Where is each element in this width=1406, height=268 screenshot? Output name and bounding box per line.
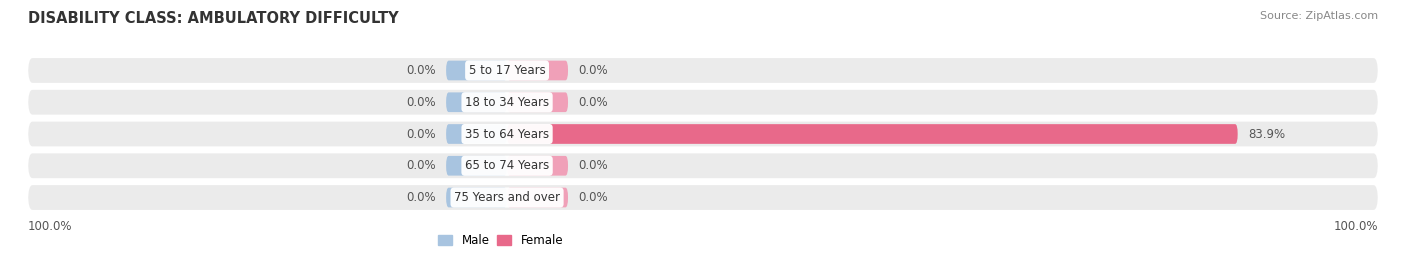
Text: 0.0%: 0.0% (406, 96, 436, 109)
Text: DISABILITY CLASS: AMBULATORY DIFFICULTY: DISABILITY CLASS: AMBULATORY DIFFICULTY (28, 11, 399, 26)
FancyBboxPatch shape (28, 153, 1378, 178)
Legend: Male, Female: Male, Female (433, 229, 568, 252)
Text: 0.0%: 0.0% (406, 64, 436, 77)
FancyBboxPatch shape (446, 92, 508, 112)
FancyBboxPatch shape (508, 156, 568, 176)
Text: 83.9%: 83.9% (1249, 128, 1285, 140)
FancyBboxPatch shape (446, 156, 508, 176)
FancyBboxPatch shape (28, 58, 1378, 83)
FancyBboxPatch shape (28, 185, 1378, 210)
Text: 0.0%: 0.0% (578, 96, 609, 109)
Text: 0.0%: 0.0% (578, 191, 609, 204)
FancyBboxPatch shape (446, 124, 508, 144)
Text: 75 Years and over: 75 Years and over (454, 191, 560, 204)
Text: 35 to 64 Years: 35 to 64 Years (465, 128, 550, 140)
Text: 100.0%: 100.0% (28, 220, 73, 233)
Text: 0.0%: 0.0% (578, 159, 609, 172)
Text: 0.0%: 0.0% (406, 128, 436, 140)
Text: 0.0%: 0.0% (406, 191, 436, 204)
Text: 100.0%: 100.0% (1333, 220, 1378, 233)
FancyBboxPatch shape (508, 61, 568, 80)
FancyBboxPatch shape (28, 122, 1378, 146)
FancyBboxPatch shape (508, 92, 568, 112)
FancyBboxPatch shape (28, 90, 1378, 115)
Text: 65 to 74 Years: 65 to 74 Years (465, 159, 550, 172)
Text: 0.0%: 0.0% (578, 64, 609, 77)
FancyBboxPatch shape (508, 124, 1237, 144)
FancyBboxPatch shape (508, 188, 568, 207)
Text: 18 to 34 Years: 18 to 34 Years (465, 96, 550, 109)
FancyBboxPatch shape (446, 61, 508, 80)
Text: Source: ZipAtlas.com: Source: ZipAtlas.com (1260, 11, 1378, 21)
FancyBboxPatch shape (446, 188, 508, 207)
Text: 0.0%: 0.0% (406, 159, 436, 172)
Text: 5 to 17 Years: 5 to 17 Years (468, 64, 546, 77)
